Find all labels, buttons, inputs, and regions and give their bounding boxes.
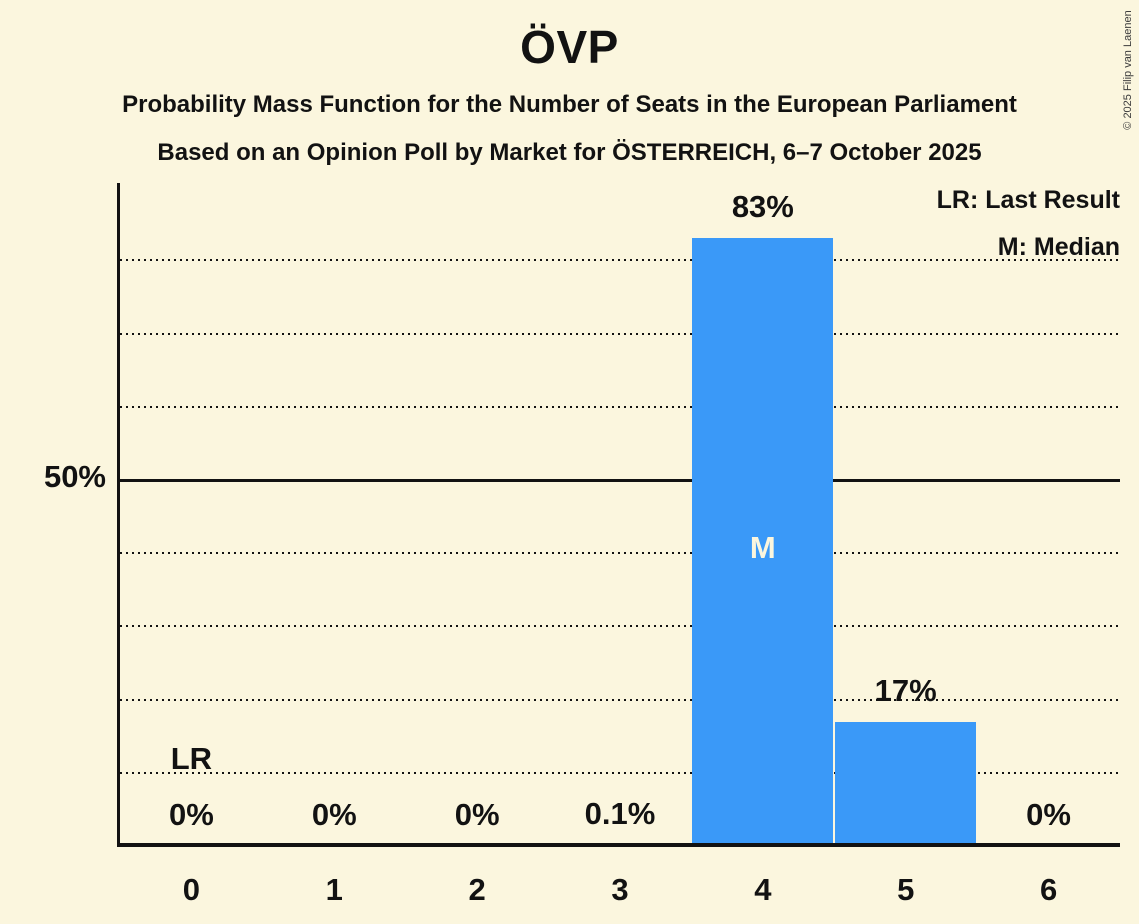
copyright-notice: © 2025 Filip van Laenen (1122, 10, 1134, 130)
x-tick-label-2: 2 (468, 872, 486, 907)
gridline-50-percent-solid (120, 478, 1120, 482)
x-tick-label-4: 4 (754, 872, 772, 907)
x-axis-line (117, 843, 1120, 847)
gridline-30-percent (120, 625, 1120, 628)
gridline-10-percent (120, 771, 1120, 774)
bar-seats-5 (835, 721, 977, 846)
gridline-60-percent (120, 405, 1120, 408)
gridline-80-percent (120, 259, 1120, 262)
x-tick-label-5: 5 (897, 872, 915, 907)
x-tick-label-1: 1 (325, 872, 343, 907)
y-axis-tick-label-50: 50% (43, 459, 106, 494)
gridline-20-percent (120, 698, 1120, 701)
bar-value-label-seats-0: 0% (169, 797, 214, 832)
y-axis-line (117, 183, 120, 847)
bar-value-label-seats-6: 0% (1026, 797, 1071, 832)
x-tick-label-3: 3 (611, 872, 629, 907)
chart-subtitle-line1: Probability Mass Function for the Number… (122, 91, 1017, 118)
median-marker: M (749, 530, 776, 566)
bar-value-label-seats-4: 83% (731, 189, 794, 225)
x-tick-label-6: 6 (1039, 872, 1058, 907)
last-result-marker: LR (170, 740, 213, 776)
x-tick-label-0: 0 (182, 872, 201, 907)
gridline-70-percent (120, 332, 1120, 335)
chart-title: ÖVP (520, 21, 619, 73)
bar-value-label-seats-5: 17% (874, 672, 937, 708)
bar-seats-4 (692, 238, 834, 846)
chart-subtitle-line2: Based on an Opinion Poll by Market for Ö… (157, 139, 982, 166)
legend-last-result: LR: Last Result (936, 186, 1120, 214)
bar-value-label-seats-3: 0.1% (584, 796, 656, 832)
bar-value-label-seats-1: 0% (311, 797, 357, 832)
legend-median: M: Median (997, 233, 1120, 261)
bar-value-label-seats-2: 0% (454, 797, 500, 832)
gridline-40-percent (120, 552, 1120, 555)
